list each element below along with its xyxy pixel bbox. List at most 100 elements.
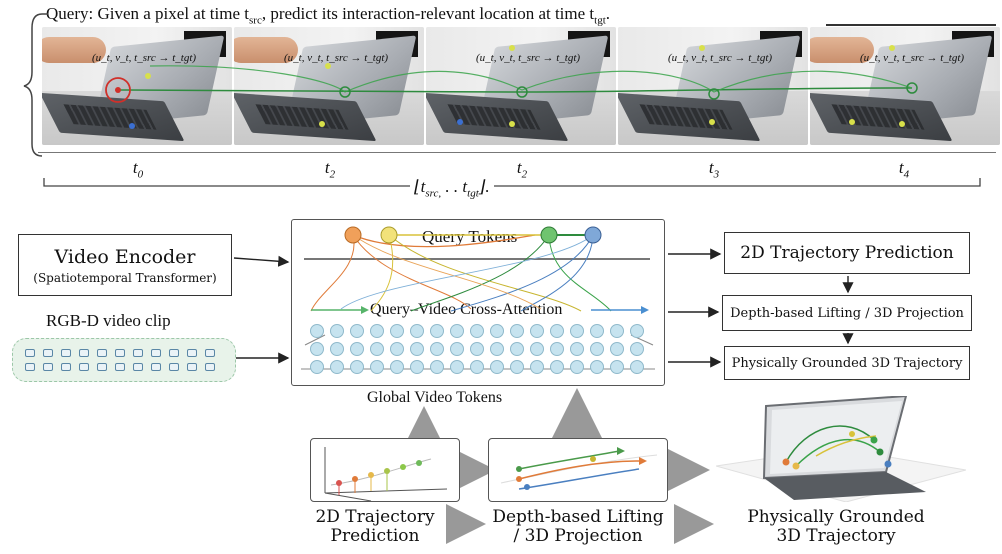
clip-frame-token bbox=[61, 363, 71, 371]
clip-frame-token bbox=[61, 349, 71, 357]
video-token bbox=[510, 342, 524, 356]
clip-frame-token bbox=[187, 363, 197, 371]
frame-overlay-label: (u_t, v_t, t_src → t_tgt) bbox=[284, 52, 389, 64]
clip-frame-token bbox=[97, 349, 107, 357]
query-token-blue bbox=[584, 226, 602, 244]
clip-frame-token bbox=[25, 363, 35, 371]
track-line-upper bbox=[149, 65, 913, 93]
video-token bbox=[510, 360, 524, 374]
video-encoder-title: Video Encoder bbox=[54, 245, 196, 268]
video-token bbox=[530, 360, 544, 374]
frame-strip-bottom-rule bbox=[38, 152, 996, 153]
video-token bbox=[430, 342, 444, 356]
video-token bbox=[490, 342, 504, 356]
frame-overlay-label: (u_t, v_t, t_src → t_tgt) bbox=[668, 52, 773, 64]
clip-frame-token bbox=[133, 349, 143, 357]
track-point bbox=[708, 88, 720, 100]
clip-frame-token bbox=[151, 349, 161, 357]
video-token bbox=[530, 342, 544, 356]
video-token bbox=[590, 360, 604, 374]
video-token bbox=[450, 324, 464, 338]
clip-frame-token bbox=[115, 349, 125, 357]
video-token bbox=[470, 324, 484, 338]
video-token bbox=[390, 342, 404, 356]
video-token bbox=[470, 360, 484, 374]
video-token bbox=[550, 342, 564, 356]
central-divider bbox=[304, 258, 650, 260]
right-depth-lifting-label: Depth-based Lifting / 3D Projection bbox=[730, 305, 964, 321]
track-point bbox=[339, 86, 351, 98]
time-label-2: t2 bbox=[324, 158, 336, 181]
global-video-tokens-label: Global Video Tokens bbox=[367, 389, 503, 406]
video-token bbox=[490, 360, 504, 374]
video-token bbox=[430, 324, 444, 338]
right-depth-lifting-box: Depth-based Lifting / 3D Projection bbox=[722, 295, 972, 331]
time-label-5: t4 bbox=[898, 158, 910, 181]
thumb-3d-laptop bbox=[715, 394, 967, 503]
frame-overlay-label: (u_t, v_t, t_src → t_tgt) bbox=[92, 52, 197, 64]
video-frame-4: (u_t, v_t, t_src → t_tgt) bbox=[618, 27, 808, 145]
video-token bbox=[550, 324, 564, 338]
clip-frame-token bbox=[205, 363, 215, 371]
clip-frame-token bbox=[187, 349, 197, 357]
video-token bbox=[430, 360, 444, 374]
clip-frame-token bbox=[43, 349, 53, 357]
video-token bbox=[630, 324, 644, 338]
video-token bbox=[590, 342, 604, 356]
caption-2d-trajectory: 2D Trajectory Prediction bbox=[315, 507, 435, 546]
time-label-4: t3 bbox=[708, 158, 720, 181]
video-encoder-subtitle: (Spatiotemporal Transformer) bbox=[33, 270, 217, 285]
rgbd-clip-label: RGB-D video clip bbox=[46, 311, 171, 330]
video-token bbox=[330, 324, 344, 338]
video-token bbox=[510, 324, 524, 338]
video-token bbox=[630, 360, 644, 374]
video-token bbox=[370, 342, 384, 356]
query-token-orange bbox=[344, 226, 362, 244]
query-token-green bbox=[540, 226, 558, 244]
right-2d-trajectory-label: 2D Trajectory Prediction bbox=[740, 243, 954, 263]
caption-3d-trajectory: Physically Grounded 3D Trajectory bbox=[747, 507, 925, 546]
video-token bbox=[310, 360, 324, 374]
video-token bbox=[350, 324, 364, 338]
video-token bbox=[630, 342, 644, 356]
clip-frame-token bbox=[205, 349, 215, 357]
video-token bbox=[310, 324, 324, 338]
video-token bbox=[530, 324, 544, 338]
video-token bbox=[410, 360, 424, 374]
video-token bbox=[310, 342, 324, 356]
clip-frame-token bbox=[25, 349, 35, 357]
thumb-2d-trajectory bbox=[310, 438, 460, 502]
video-token bbox=[350, 360, 364, 374]
video-token bbox=[390, 360, 404, 374]
video-token bbox=[370, 324, 384, 338]
time-label-1: t0 bbox=[132, 158, 144, 181]
clip-frame-token bbox=[169, 349, 179, 357]
video-token bbox=[570, 360, 584, 374]
top-rule bbox=[826, 24, 996, 26]
video-token bbox=[610, 342, 624, 356]
clip-frame-token bbox=[43, 363, 53, 371]
track-line bbox=[117, 87, 913, 93]
video-token bbox=[610, 324, 624, 338]
video-token bbox=[390, 324, 404, 338]
time-label-3: t2 bbox=[516, 158, 528, 181]
video-frame-3: (u_t, v_t, t_src → t_tgt) bbox=[426, 27, 616, 145]
right-3d-trajectory-label: Physically Grounded 3D Trajectory bbox=[731, 355, 963, 371]
track-point bbox=[516, 86, 528, 98]
thumb-depth-lifting bbox=[488, 438, 668, 502]
frame-overlay-label: (u_t, v_t, t_src → t_tgt) bbox=[476, 52, 581, 64]
video-token bbox=[570, 324, 584, 338]
clip-frame-token bbox=[115, 363, 125, 371]
rgbd-clip bbox=[12, 338, 236, 382]
left-brace bbox=[23, 13, 48, 157]
video-token bbox=[550, 360, 564, 374]
clip-frame-token bbox=[79, 349, 89, 357]
video-token bbox=[570, 342, 584, 356]
clip-frame-token bbox=[151, 363, 161, 371]
track-point bbox=[906, 82, 918, 94]
query-token-yellow bbox=[380, 226, 398, 244]
query-caption: Query: Given a pixel at time tsrc, predi… bbox=[46, 4, 611, 27]
video-token bbox=[350, 342, 364, 356]
clip-frame-token bbox=[169, 363, 179, 371]
